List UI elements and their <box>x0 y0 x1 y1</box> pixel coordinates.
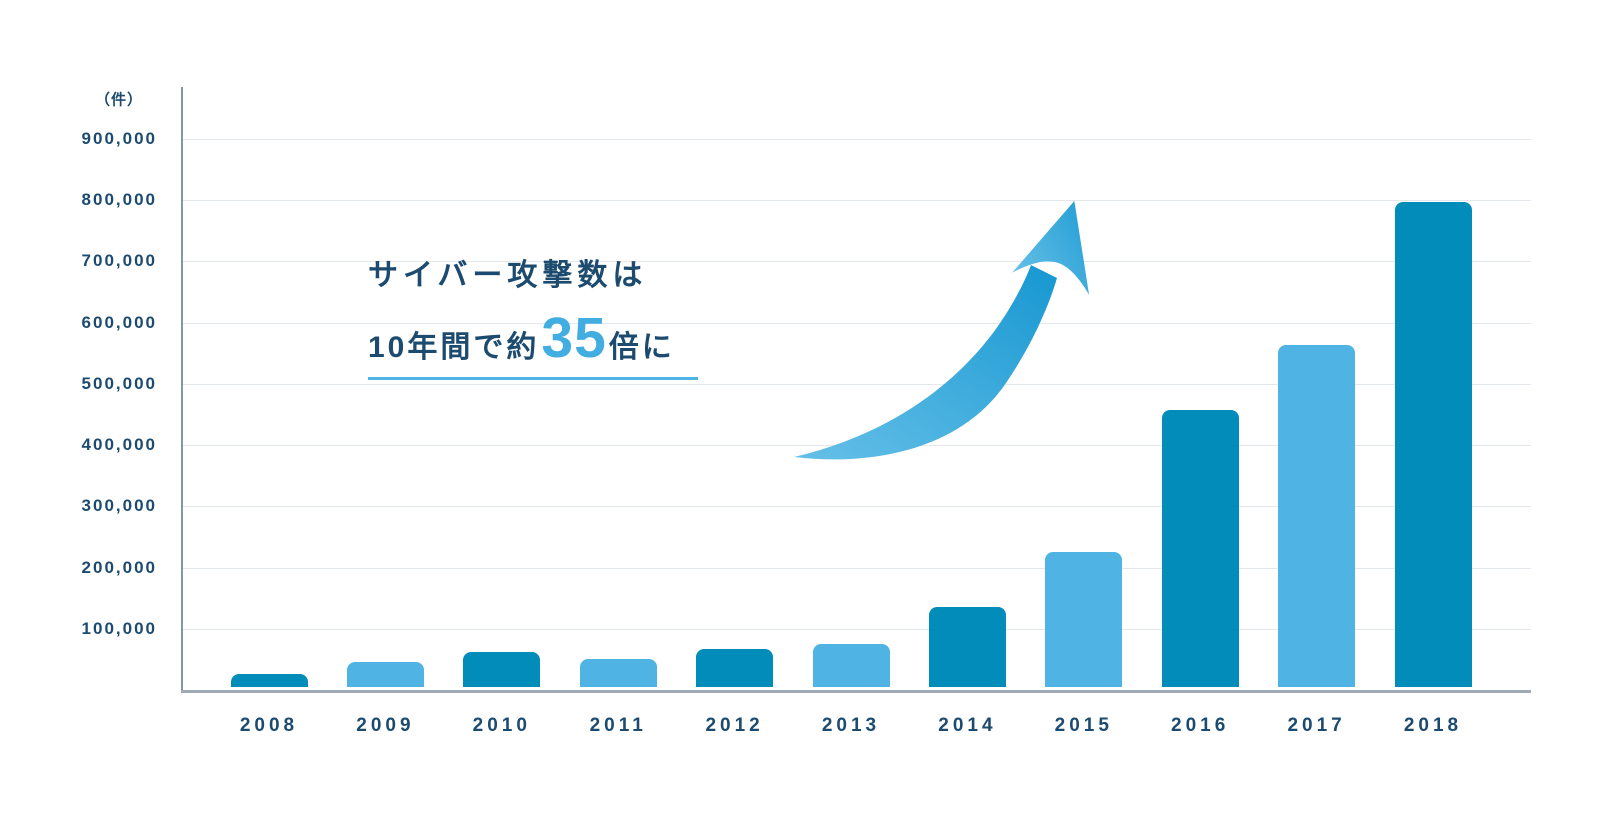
y-tick-label-500000: 500,000 <box>81 373 157 393</box>
gridline-300000 <box>183 506 1531 508</box>
bar-2010 <box>463 652 541 687</box>
gridline-900000 <box>183 138 1531 140</box>
x-tick-label-2008: 2008 <box>239 715 299 736</box>
y-axis-unit-label: （件） <box>94 91 143 109</box>
x-tick-label-2016: 2016 <box>1171 715 1230 736</box>
bar-2017 <box>1278 345 1356 687</box>
chart-annotation: サイバー攻撃数は 10年間で約 35 倍に <box>368 250 698 380</box>
annotation-title-line2: 10年間で約 35 倍に <box>368 310 698 380</box>
annotation-text-suffix: 倍に <box>608 331 675 364</box>
y-tick-label-900000: 900,000 <box>81 128 157 148</box>
bar-2013 <box>812 643 890 687</box>
x-tick-label-2018: 2018 <box>1403 715 1463 736</box>
annotation-highlight-number: 35 <box>541 306 607 370</box>
x-tick-label-2009: 2009 <box>356 715 415 736</box>
x-tick-label-2013: 2013 <box>821 715 881 736</box>
bar-2016 <box>1161 410 1239 687</box>
gridline-600000 <box>183 322 1531 324</box>
x-tick-label-2011: 2011 <box>589 715 647 736</box>
bar-2018 <box>1394 202 1472 687</box>
y-tick-label-800000: 800,000 <box>81 190 157 210</box>
bar-2011 <box>579 659 657 687</box>
x-tick-label-2010: 2010 <box>472 715 531 736</box>
gridline-500000 <box>183 383 1531 385</box>
x-tick-label-2015: 2015 <box>1054 715 1113 736</box>
annotation-text-prefix: 10年間で約 <box>368 331 540 364</box>
bar-chart-plot-area: （件） 100,000 200,000 300,000 400,000 500,000 6… <box>82 87 1531 736</box>
gridline-800000 <box>183 200 1531 202</box>
bar-2015 <box>1045 552 1123 687</box>
gridline-200000 <box>183 567 1531 569</box>
x-tick-label-2014: 2014 <box>938 715 997 736</box>
x-axis-line <box>181 690 1531 693</box>
gridline-700000 <box>183 261 1531 263</box>
bar-2009 <box>346 661 424 687</box>
bar-2008 <box>230 674 308 687</box>
growth-arrow-icon <box>794 201 1090 460</box>
y-tick-label-400000: 400,000 <box>81 435 157 455</box>
y-tick-label-700000: 700,000 <box>81 251 157 271</box>
bar-2014 <box>928 606 1006 687</box>
annotation-title-line1: サイバー攻撃数は <box>368 259 648 292</box>
arrow-head <box>1012 201 1090 295</box>
bar-2012 <box>696 649 774 687</box>
x-tick-label-2017: 2017 <box>1287 715 1346 736</box>
y-tick-label-600000: 600,000 <box>81 312 157 332</box>
x-tick-label-2012: 2012 <box>705 715 764 736</box>
arrow-body-swoosh <box>794 265 1057 460</box>
y-axis-line <box>181 87 183 693</box>
y-tick-label-200000: 200,000 <box>81 557 157 577</box>
y-tick-label-300000: 300,000 <box>81 496 157 516</box>
y-tick-label-100000: 100,000 <box>81 618 157 638</box>
gridline-100000 <box>183 628 1531 630</box>
